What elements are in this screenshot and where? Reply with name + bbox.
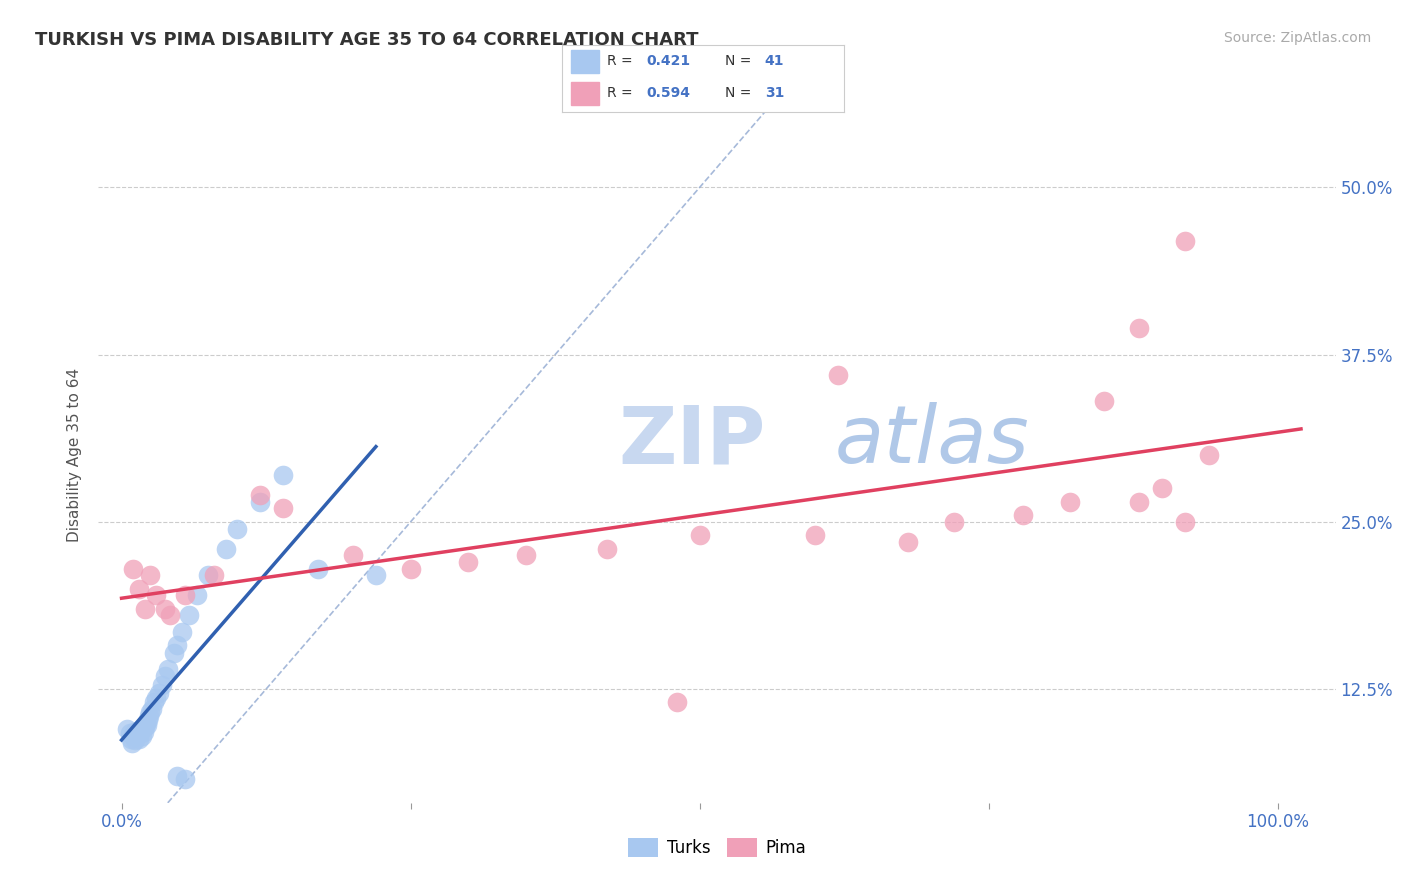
- Point: [135, 715, 157, 730]
- Point: [148, 686, 170, 700]
- Text: N =: N =: [725, 87, 752, 101]
- Text: 0.594: 0.594: [647, 87, 690, 101]
- Point: [128, 731, 150, 746]
- Point: [1198, 448, 1220, 462]
- Point: [155, 669, 177, 683]
- Point: [124, 733, 146, 747]
- Legend: Turks, Pima: Turks, Pima: [621, 831, 813, 864]
- Point: [142, 696, 165, 710]
- Point: [121, 735, 143, 749]
- Text: N =: N =: [725, 54, 752, 69]
- Text: R =: R =: [607, 87, 633, 101]
- Point: [138, 708, 160, 723]
- Point: [134, 602, 156, 616]
- Point: [174, 772, 197, 786]
- Point: [273, 468, 295, 483]
- Bar: [571, 50, 599, 73]
- Point: [515, 548, 537, 563]
- Point: [122, 724, 145, 739]
- Point: [156, 662, 179, 676]
- Point: [120, 731, 142, 746]
- Point: [273, 501, 295, 516]
- Text: R =: R =: [607, 54, 633, 69]
- Point: [141, 702, 163, 716]
- Point: [134, 719, 156, 733]
- Point: [128, 582, 150, 596]
- Point: [249, 488, 271, 502]
- Point: [1012, 508, 1035, 523]
- Text: Source: ZipAtlas.com: Source: ZipAtlas.com: [1223, 31, 1371, 45]
- Point: [897, 535, 920, 549]
- Point: [139, 568, 162, 582]
- Point: [1059, 494, 1081, 508]
- Point: [125, 728, 148, 742]
- Point: [139, 705, 162, 719]
- Point: [596, 541, 619, 556]
- Point: [162, 646, 184, 660]
- Point: [136, 718, 159, 732]
- Text: 41: 41: [765, 54, 785, 69]
- Text: 0.421: 0.421: [647, 54, 690, 69]
- Point: [804, 528, 827, 542]
- Point: [1128, 494, 1150, 508]
- Point: [145, 691, 167, 706]
- Point: [177, 608, 200, 623]
- Point: [1128, 321, 1150, 335]
- Point: [457, 555, 479, 569]
- Point: [197, 568, 219, 582]
- Point: [145, 589, 167, 603]
- Point: [342, 548, 364, 563]
- Point: [943, 515, 966, 529]
- Point: [170, 624, 193, 639]
- Point: [364, 568, 387, 582]
- Point: [827, 368, 849, 382]
- Point: [166, 769, 188, 783]
- Point: [1174, 234, 1197, 248]
- Point: [1174, 515, 1197, 529]
- Point: [214, 541, 236, 556]
- Text: 31: 31: [765, 87, 785, 101]
- Text: atlas: atlas: [835, 402, 1029, 480]
- Point: [1152, 482, 1174, 496]
- Point: [155, 602, 177, 616]
- Point: [166, 638, 188, 652]
- Point: [1094, 394, 1116, 409]
- Point: [174, 589, 197, 603]
- Point: [307, 562, 329, 576]
- Y-axis label: Disability Age 35 to 64: Disability Age 35 to 64: [67, 368, 83, 542]
- Point: [399, 562, 422, 576]
- Text: ZIP: ZIP: [619, 402, 765, 480]
- Point: [202, 568, 225, 582]
- Point: [117, 723, 139, 737]
- Point: [131, 729, 153, 743]
- Point: [186, 589, 208, 603]
- Point: [136, 713, 159, 727]
- Point: [132, 724, 155, 739]
- Text: TURKISH VS PIMA DISABILITY AGE 35 TO 64 CORRELATION CHART: TURKISH VS PIMA DISABILITY AGE 35 TO 64 …: [35, 31, 699, 49]
- Point: [689, 528, 711, 542]
- Point: [122, 562, 145, 576]
- Point: [129, 726, 152, 740]
- Point: [150, 678, 173, 692]
- Point: [129, 723, 152, 737]
- Point: [159, 608, 181, 623]
- Point: [249, 494, 271, 508]
- Point: [127, 723, 149, 738]
- Bar: [571, 82, 599, 104]
- Point: [226, 521, 249, 535]
- Point: [122, 729, 145, 743]
- Point: [665, 696, 688, 710]
- Point: [118, 726, 141, 740]
